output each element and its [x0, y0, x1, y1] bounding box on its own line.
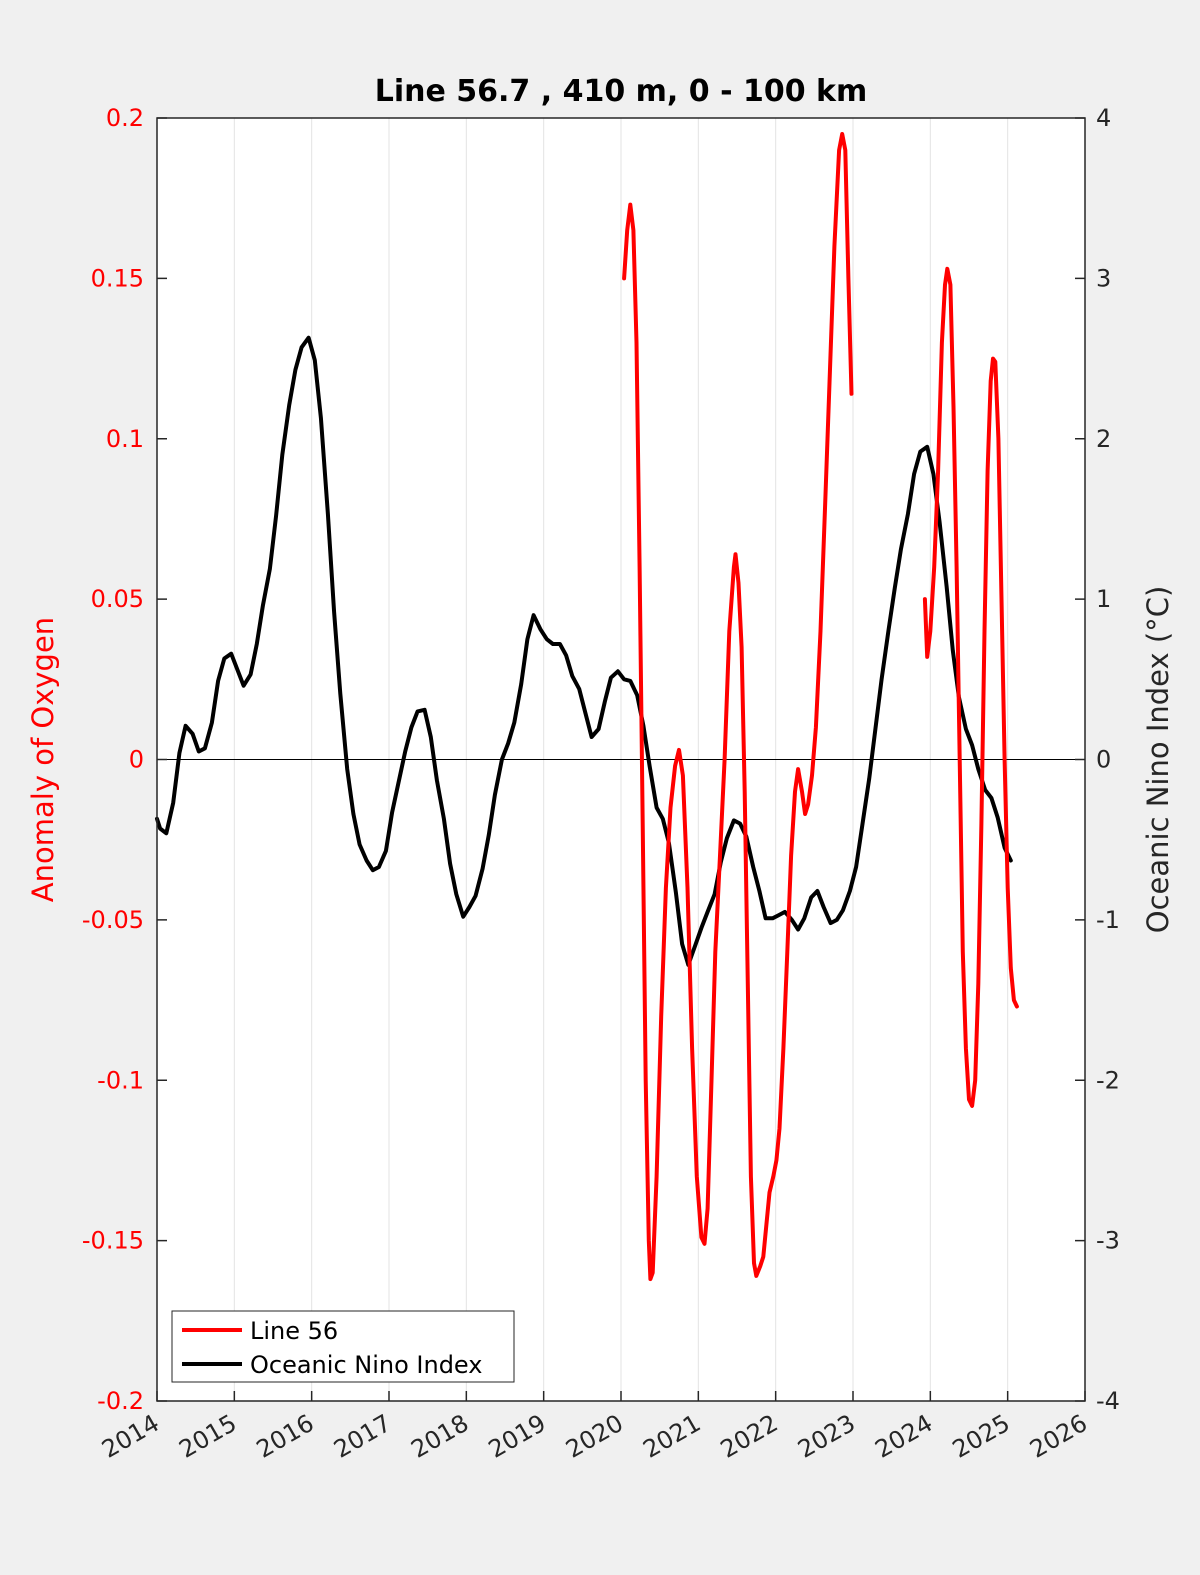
y-right-tick-label: 0	[1096, 746, 1111, 774]
legend-label-line56: Line 56	[250, 1317, 338, 1345]
chart-title: Line 56.7 , 410 m, 0 - 100 km	[375, 74, 868, 109]
y-left-tick-label: 0.05	[91, 585, 144, 613]
y-right-tick-label: 3	[1096, 264, 1111, 292]
y-left-tick-label: 0	[129, 746, 144, 774]
y-axis-left-label: Anomaly of Oxygen	[26, 617, 60, 902]
y-right-tick-label: -3	[1096, 1227, 1120, 1255]
series-line-oceanic-nino-index-segment-0	[155, 335, 1013, 967]
y-left-tick-label: 0.1	[106, 425, 144, 453]
y-left-tick-label: 0.15	[91, 264, 144, 292]
y-right-tick-label: 4	[1096, 104, 1111, 132]
y-left-tick-label: -0.05	[82, 906, 144, 934]
y-right-tick-label: 2	[1096, 425, 1111, 453]
legend-label-oni: Oceanic Nino Index	[250, 1351, 482, 1379]
legend-box	[171, 1310, 515, 1383]
y-right-tick-label: -4	[1096, 1387, 1120, 1415]
y-right-tick-label: -1	[1096, 906, 1120, 934]
y-left-tick-label: 0.2	[106, 104, 144, 132]
y-left-tick-label: -0.1	[97, 1066, 144, 1094]
y-left-tick-label: -0.2	[97, 1387, 144, 1415]
y-right-tick-label: -2	[1096, 1066, 1120, 1094]
series-line-line-56-segment-0	[622, 132, 854, 1282]
y-left-tick-label: -0.15	[82, 1227, 144, 1255]
y-axis-right-label: Oceanic Nino Index (°C)	[1141, 586, 1175, 934]
y-right-tick-label: 1	[1096, 585, 1111, 613]
series-layer	[155, 132, 1019, 1282]
series-line-line-56-segment-1	[922, 266, 1019, 1108]
legend: Line 56 Oceanic Nino Index	[171, 1310, 515, 1383]
